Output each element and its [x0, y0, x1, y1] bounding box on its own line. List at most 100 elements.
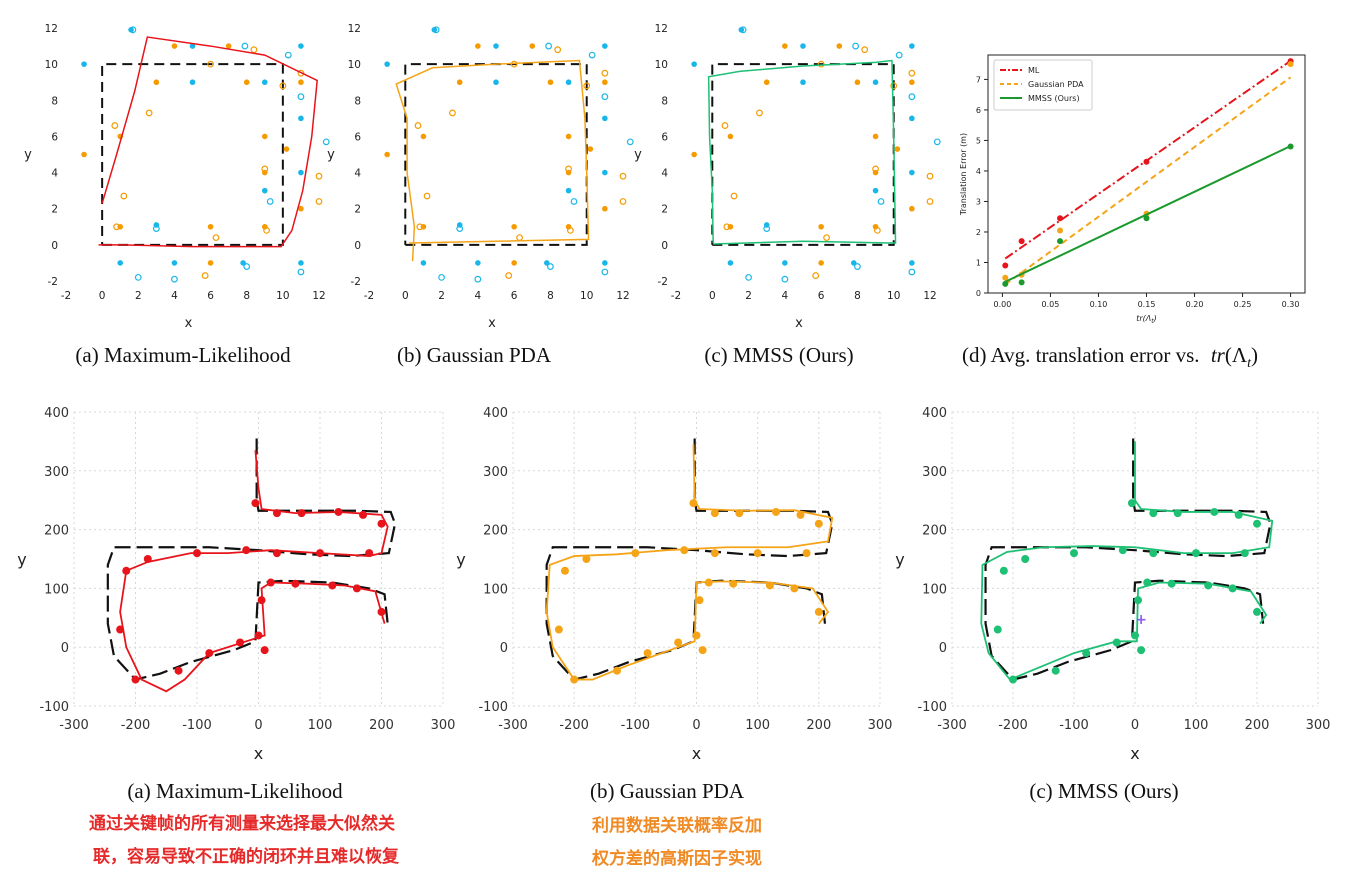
landmark-orange: [602, 205, 608, 212]
x-tick-label: 4: [782, 290, 789, 302]
trajectory-point: [242, 546, 251, 555]
x-tick-label: -200: [121, 718, 151, 733]
landmark-blue: [727, 260, 734, 266]
x-tick-label: 100: [745, 718, 770, 733]
x-tick-label: -300: [498, 718, 528, 733]
legend-label: MMSS (Ours): [1028, 94, 1080, 103]
trajectory-point: [710, 549, 719, 558]
landmark-orange: [511, 223, 517, 230]
landmark-blue-hollow: [626, 138, 634, 146]
caption-top-d-math: tr: [1211, 343, 1226, 367]
trajectory-point: [796, 510, 805, 519]
landmark-orange-hollow: [449, 109, 456, 117]
trajectory-point: [116, 625, 125, 634]
trajectory-point: [1143, 578, 1152, 587]
landmark-orange: [872, 133, 879, 140]
ground-truth-square: [711, 63, 895, 246]
landmark-blue: [872, 187, 879, 194]
landmark-orange: [243, 79, 250, 86]
data-point: [1287, 61, 1294, 68]
y-tick-label: 3: [976, 197, 981, 206]
landmark-orange: [565, 133, 572, 140]
landmark-blue: [738, 27, 745, 33]
y-tick-label: 2: [976, 228, 981, 237]
landmark-orange-hollow: [261, 165, 269, 173]
trajectory-point: [266, 578, 275, 587]
top-panel-ml: -2 0 2 4 6 8 10 12 -2 0 2 4 6 8 10 12 x y: [24, 23, 330, 331]
data-point: [1018, 238, 1025, 245]
y-tick-label: -2: [48, 276, 58, 288]
landmark-orange: [225, 43, 232, 49]
y-tick-label: 1: [976, 258, 981, 267]
landmark-orange-hollow: [279, 82, 287, 90]
trajectory-point: [1240, 549, 1249, 558]
trajectory-point: [735, 509, 744, 518]
trajectory-point: [254, 631, 263, 640]
y-tick-label: 4: [661, 168, 668, 180]
trajectory-point: [814, 519, 823, 528]
landmark-blue: [691, 61, 697, 67]
y-axis-label: Translation Error (m): [959, 133, 968, 216]
y-tick-label: 100: [44, 582, 69, 597]
x-tick-label: 6: [818, 290, 825, 302]
caption-top-d-prefix: (d) Avg. translation error vs.: [962, 343, 1200, 367]
estimated-trajectory: [980, 441, 1274, 681]
landmark-orange: [909, 79, 915, 86]
landmark-blue: [298, 169, 304, 176]
y-tick-label: -2: [658, 276, 668, 288]
landmark-blue-hollow: [895, 51, 903, 59]
landmark-blue-hollow: [547, 263, 554, 270]
landmark-orange: [818, 260, 824, 266]
bottom-panel-mmss: -300 -200 -100 0 100 200 300 -100 0 100 200 300 400 x…: [895, 406, 1330, 763]
landmark-orange: [782, 43, 788, 49]
trajectory-point: [334, 507, 343, 516]
landmark-blue: [565, 187, 572, 194]
y-tick-label: 12: [348, 23, 361, 35]
trajectory-point: [131, 675, 140, 684]
x-tick-label: 0.10: [1090, 300, 1108, 309]
x-tick-label: 0: [254, 718, 262, 733]
trajectory-point: [1192, 549, 1200, 558]
trajectory-point: [704, 578, 713, 587]
legend: ML Gaussian PDA MMSS (Ours): [993, 59, 1093, 111]
trajectory-point: [1118, 546, 1127, 555]
top-panel-pda: -2 0 2 4 6 8 10 12 -2 0 2 4 6 8 10 12 x y: [327, 23, 634, 331]
trajectory-point: [772, 507, 781, 516]
y-tick-label: 8: [661, 95, 668, 107]
landmark-orange: [171, 43, 178, 49]
landmark-orange-hollow: [315, 198, 323, 205]
landmark-orange: [207, 223, 214, 230]
landmark-orange: [261, 133, 268, 140]
trajectory-point: [1234, 510, 1243, 519]
y-tick-label: 6: [354, 131, 361, 143]
landmark-orange-hollow: [416, 223, 424, 231]
trajectory-point: [790, 584, 799, 593]
y-tick-label: -100: [478, 700, 508, 715]
trajectory-point: [692, 631, 701, 640]
x-axis-label: tr(Λt): [1136, 314, 1157, 325]
landmark-blue: [872, 79, 879, 86]
landmark-blue-hollow: [908, 93, 916, 101]
y-tick-label: 400: [922, 406, 947, 421]
x-tick-label: 0.00: [994, 300, 1012, 309]
data-point: [1057, 227, 1064, 234]
landmark-orange-hollow: [250, 46, 258, 54]
ground-truth-path: [984, 438, 1272, 681]
landmark-blue-hollow: [474, 275, 482, 283]
landmark-blue-hollow: [852, 42, 860, 50]
top-panel-mmss: -2 0 2 4 6 8 10 12 -2 0 2 4 6 8 10 12 x y: [634, 23, 941, 331]
landmark-blue-hollow: [739, 26, 747, 34]
landmark-blue-hollow: [570, 198, 578, 205]
landmark-blue: [384, 61, 390, 67]
trajectory-point: [753, 549, 762, 558]
y-tick-label: 100: [483, 582, 508, 597]
landmark-orange-hollow: [423, 192, 431, 200]
landmark-blue-hollow: [763, 225, 771, 232]
ground-truth-square: [404, 63, 588, 246]
trajectory-point: [570, 675, 579, 684]
landmark-orange-hollow: [723, 223, 731, 231]
trajectory-point: [359, 510, 368, 519]
landmark-orange-hollow: [601, 69, 609, 77]
caption-top-d-math-open: (Λ: [1225, 343, 1248, 367]
x-axis-label: x: [254, 744, 263, 763]
